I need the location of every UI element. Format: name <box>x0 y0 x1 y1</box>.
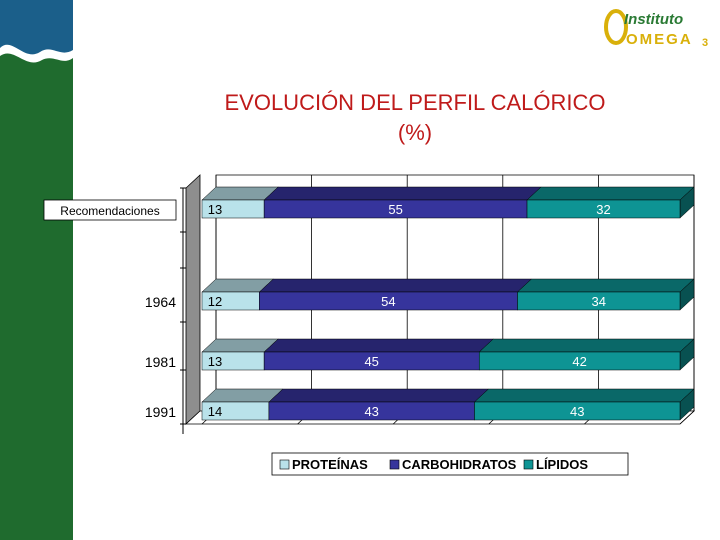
data-label: 43 <box>570 404 584 419</box>
chart-title-line1: EVOLUCIÓN DEL PERFIL CALÓRICO <box>224 90 606 115</box>
legend-swatch <box>523 459 534 470</box>
bar-top <box>263 338 494 353</box>
bar-top <box>516 278 695 293</box>
data-label: 13 <box>208 354 222 369</box>
legend-label: PROTEÍNAS <box>292 457 368 472</box>
category-label: Recomendaciones <box>60 204 159 218</box>
logo-text-omega: OMEGA <box>626 31 693 48</box>
bar-top <box>526 186 695 201</box>
left-decorative-band <box>0 0 73 540</box>
legend-label: LÍPIDOS <box>536 457 588 472</box>
legend-box <box>271 452 629 476</box>
data-label: 55 <box>388 202 402 217</box>
logo-text-sub: 3 <box>702 37 708 49</box>
logo-ring <box>604 9 628 45</box>
category-label: 1981 <box>145 354 176 370</box>
wave-decoration <box>0 0 73 72</box>
category-label-box <box>43 199 177 221</box>
bar-lípidos <box>517 291 681 311</box>
legend-label: CARBOHIDRATOS <box>402 457 517 472</box>
data-label: 12 <box>208 294 222 309</box>
bar-top <box>268 388 490 403</box>
bar-lípidos <box>478 351 681 371</box>
data-label: 13 <box>208 202 222 217</box>
bar-top <box>263 186 542 201</box>
data-label: 54 <box>381 294 395 309</box>
chart-side-wall <box>185 174 201 425</box>
data-label: 42 <box>572 354 586 369</box>
category-label: 1964 <box>145 294 176 310</box>
chart-title: EVOLUCIÓN DEL PERFIL CALÓRICO (%) <box>160 88 670 148</box>
chart-title-line2: (%) <box>397 120 433 145</box>
legend-swatch <box>279 459 290 470</box>
data-label: 34 <box>592 294 606 309</box>
data-label: 32 <box>596 202 610 217</box>
category-label: 1991 <box>145 404 176 420</box>
bar-lípidos <box>474 401 681 421</box>
bar-top <box>473 388 695 403</box>
data-label: 14 <box>208 404 222 419</box>
data-label: 43 <box>364 404 378 419</box>
instituto-omega3-logo: Instituto OMEGA 3 <box>602 4 712 50</box>
data-label: 45 <box>364 354 378 369</box>
logo-text-instituto: Instituto <box>624 11 683 28</box>
bar-top <box>258 278 533 293</box>
floor-gridline <box>679 410 695 425</box>
bar-lípidos <box>526 199 681 219</box>
bar-top <box>478 338 695 353</box>
legend-swatch <box>389 459 400 470</box>
